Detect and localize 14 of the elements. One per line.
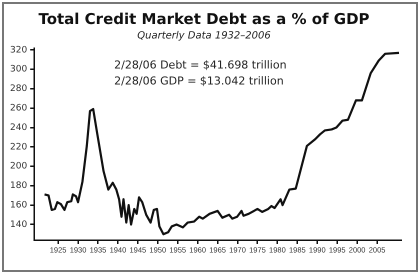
y-tick-label: 300: [10, 64, 28, 75]
y-tick-label: 260: [10, 103, 28, 114]
chart-title: Total Credit Market Debt as a % of GDP: [38, 10, 370, 28]
y-tick-label: 320: [10, 45, 28, 56]
y-tick-label: 200: [10, 162, 28, 172]
annotation: 2/28/06 Debt = $41.698 trillion: [114, 58, 287, 72]
chart-subtitle: Quarterly Data 1932–2006: [137, 30, 271, 42]
y-tick-label: 140: [10, 220, 28, 230]
y-tick-label: 160: [10, 200, 28, 210]
y-tick-label: 180: [10, 181, 28, 192]
y-tick-label: 280: [10, 84, 28, 94]
y-tick-label: 240: [10, 122, 28, 133]
annotation: 2/28/06 GDP = $13.042 trillion: [114, 74, 284, 88]
y-tick-label: 220: [10, 142, 28, 152]
